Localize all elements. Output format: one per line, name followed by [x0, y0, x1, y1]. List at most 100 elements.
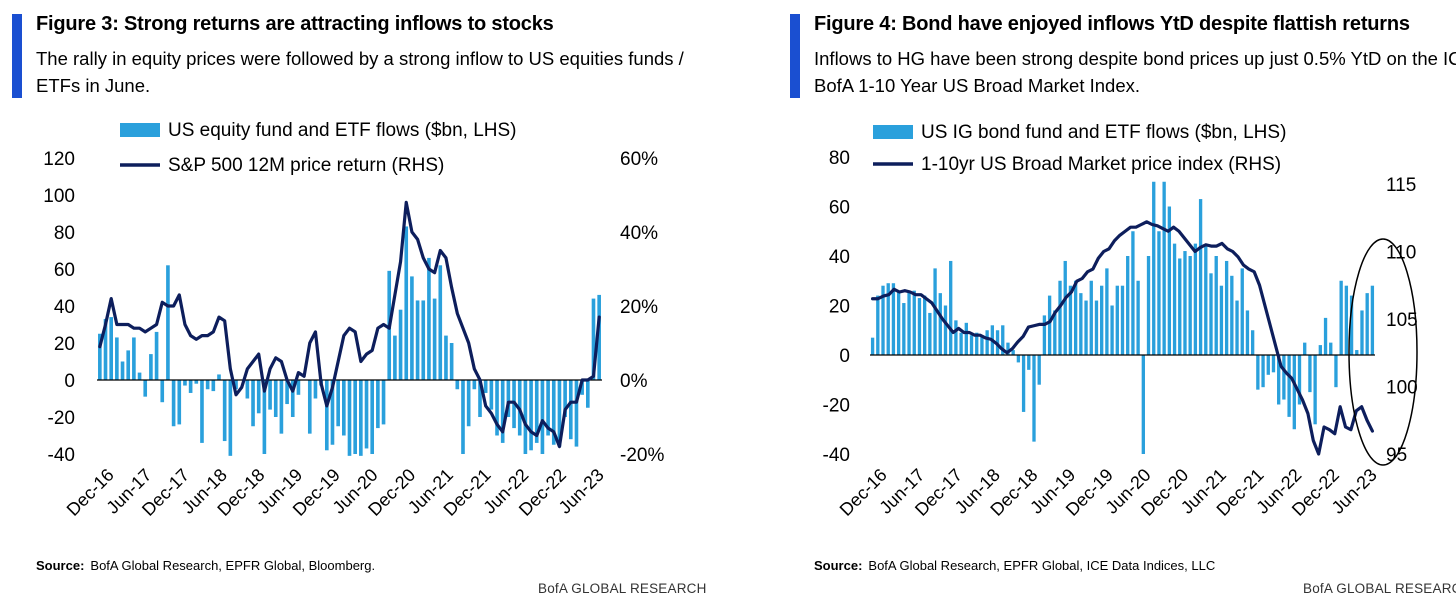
- flow-bar: [1032, 355, 1036, 442]
- flow-bar: [1360, 310, 1364, 355]
- flow-bar: [205, 380, 210, 390]
- legend-label-bars: US equity fund and ETF flows ($bn, LHS): [168, 120, 517, 141]
- flow-bar: [1250, 330, 1255, 355]
- flow-bar: [421, 300, 426, 380]
- flow-bar: [1120, 285, 1125, 355]
- source-label: Source:: [36, 558, 85, 573]
- flow-bar: [1318, 345, 1322, 355]
- flow-bar: [296, 380, 301, 395]
- right-axis-tick-label: 0%: [620, 371, 648, 392]
- flow-bar: [444, 335, 448, 380]
- legend-label-line: 1-10yr US Broad Market price index (RHS): [921, 154, 1281, 175]
- flow-bar: [586, 380, 590, 408]
- flow-bar: [234, 380, 238, 390]
- flow-bar: [1178, 258, 1182, 355]
- flow-bar: [194, 380, 199, 384]
- flow-bar: [489, 380, 494, 410]
- source-note: Source: BofA Global Research, EPFR Global…: [36, 558, 375, 573]
- flow-bar: [574, 380, 579, 447]
- flow-bar: [1152, 181, 1156, 355]
- flow-bar: [166, 265, 170, 380]
- right-axis-tick-label: 110: [1386, 243, 1416, 264]
- figure-4-panel: Figure 4: Bond have enjoyed inflows YtD …: [778, 0, 1456, 609]
- legend-label-bars: US IG bond fund and ETF flows ($bn, LHS): [921, 122, 1286, 143]
- flow-bar: [262, 380, 267, 454]
- flow-bar: [551, 380, 556, 445]
- equity-flows-chart: 120100806040200-20-4060%40%20%0%-20%Dec-…: [43, 120, 664, 520]
- flow-bar: [211, 380, 216, 392]
- flow-bar: [222, 380, 227, 442]
- flow-bar: [540, 380, 545, 454]
- flow-bar: [1079, 293, 1083, 356]
- flow-bar: [1047, 295, 1052, 355]
- flow-bar: [1131, 231, 1135, 355]
- flow-bar: [876, 295, 880, 355]
- flow-bar: [1063, 260, 1067, 355]
- flow-bar: [1240, 268, 1244, 356]
- flow-bar: [500, 380, 505, 443]
- flow-bar: [896, 290, 901, 355]
- flow-bar: [959, 332, 963, 355]
- flow-bar: [1011, 350, 1015, 355]
- flow-bar: [495, 380, 499, 436]
- flow-bar: [1042, 315, 1047, 355]
- flow-bar: [177, 380, 182, 425]
- flow-bar: [563, 380, 567, 417]
- right-axis-tick-label: 40%: [620, 223, 658, 244]
- left-axis-tick-label: 80: [54, 223, 75, 244]
- flow-bar: [370, 380, 375, 454]
- flow-bar: [1172, 243, 1177, 356]
- flow-bar: [120, 361, 125, 380]
- flow-bar: [330, 380, 335, 445]
- flow-bar: [449, 343, 454, 380]
- legend-label-line: S&P 500 12M price return (RHS): [168, 155, 444, 176]
- flow-bar: [886, 283, 890, 355]
- flow-bar: [455, 380, 460, 390]
- flow-bar: [188, 380, 193, 393]
- flow-bar: [115, 337, 119, 380]
- flow-bar: [398, 309, 403, 380]
- flow-bar: [938, 293, 942, 356]
- flow-bar: [917, 298, 922, 355]
- flow-bar: [1027, 355, 1031, 370]
- flow-bar: [1115, 285, 1119, 355]
- left-axis-tick-label: 40: [829, 247, 850, 268]
- right-axis-tick-label: 20%: [620, 297, 658, 318]
- flow-bar: [1287, 355, 1291, 417]
- flow-bar: [1204, 246, 1208, 355]
- flow-bar: [1224, 260, 1229, 355]
- flow-bar: [245, 380, 250, 399]
- flow-bar: [336, 380, 340, 427]
- figure-subtitle: The rally in equity prices were followed…: [36, 48, 684, 96]
- flow-bar: [1329, 342, 1333, 356]
- flow-bar: [279, 380, 284, 434]
- flow-bar: [427, 257, 431, 380]
- left-axis-tick-label: 0: [839, 346, 850, 367]
- left-axis-tick-label: 100: [43, 186, 75, 207]
- legend-swatch-bars: [120, 123, 160, 137]
- flow-bar: [964, 322, 968, 355]
- left-axis-tick-label: 40: [54, 297, 75, 318]
- flow-bar: [461, 380, 465, 454]
- flow-bar: [1355, 350, 1359, 355]
- flow-bar: [324, 380, 329, 451]
- brand-label: BofA GLOBAL RESEARCH: [1303, 581, 1456, 596]
- left-axis-tick-label: 0: [64, 371, 75, 392]
- flow-bar: [1271, 355, 1276, 373]
- flow-bar: [160, 380, 165, 403]
- flow-bar: [881, 285, 885, 355]
- flow-bar: [290, 380, 295, 417]
- flow-bar: [546, 380, 550, 436]
- flow-bar: [954, 320, 958, 355]
- flow-bar: [1256, 355, 1260, 390]
- flow-bar: [943, 305, 948, 355]
- flow-bar: [1303, 342, 1307, 356]
- flow-bar: [1100, 285, 1104, 355]
- right-axis-tick-label: 60%: [620, 149, 658, 170]
- flow-bar: [273, 380, 278, 417]
- flow-bar: [902, 303, 906, 355]
- right-axis-tick-label: 100: [1386, 378, 1418, 399]
- flow-bar: [376, 380, 380, 429]
- flow-bar: [347, 380, 352, 456]
- flow-bar: [438, 265, 443, 380]
